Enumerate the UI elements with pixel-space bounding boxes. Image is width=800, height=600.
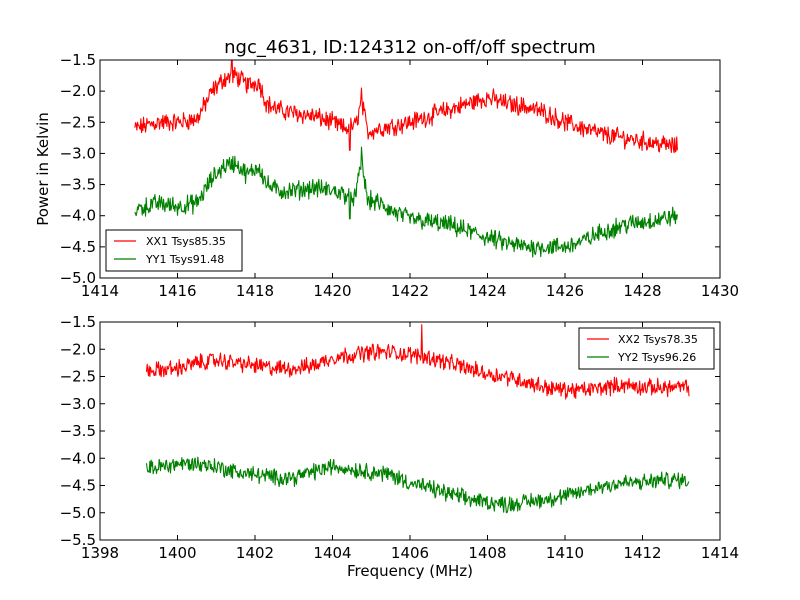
bottom-x-tick-label: 1404 bbox=[313, 544, 351, 562]
top-series-xx1-line bbox=[134, 60, 678, 154]
top-x-tick-labels: 1414 1416 1418 1420 1422 1424 1426 1428 1430 bbox=[81, 282, 739, 300]
bottom-plot-area bbox=[145, 324, 690, 514]
bottom-y-tick-label: −3.0 bbox=[60, 395, 96, 413]
top-y-tick-label: −2.5 bbox=[60, 113, 96, 131]
top-x-tick-label: 1430 bbox=[701, 282, 739, 300]
top-x-tick-label: 1426 bbox=[546, 282, 584, 300]
bottom-x-tick-label: 1414 bbox=[701, 544, 739, 562]
legend-label-xx1: XX1 Tsys85.35 bbox=[146, 235, 226, 248]
bottom-y-tick-label: −3.5 bbox=[60, 422, 96, 440]
top-x-tick-label: 1424 bbox=[468, 282, 506, 300]
bottom-legend: XX2 Tsys78.35 YY2 Tsys96.26 bbox=[578, 327, 715, 370]
top-y-tick-label: −3.5 bbox=[60, 176, 96, 194]
legend-label-yy2: YY2 Tsys96.26 bbox=[617, 351, 696, 364]
bottom-legend-box bbox=[578, 327, 715, 370]
bottom-axes-frame bbox=[99, 321, 721, 541]
top-x-tick-label: 1422 bbox=[391, 282, 429, 300]
top-y-tick-label: −3.0 bbox=[60, 144, 96, 162]
top-axes-frame bbox=[99, 59, 721, 279]
top-x-tick-label: 1418 bbox=[236, 282, 274, 300]
bottom-x-tick-label: 1400 bbox=[158, 544, 196, 562]
bottom-series-xx2-line bbox=[145, 324, 690, 400]
bottom-x-tick-label: 1402 bbox=[236, 544, 274, 562]
top-x-tick-label: 1414 bbox=[81, 282, 119, 300]
bottom-x-tick-label: 1398 bbox=[81, 544, 119, 562]
top-y-tick-label: −2.0 bbox=[60, 82, 96, 100]
top-y-tick-label: −1.5 bbox=[60, 51, 96, 69]
top-y-tick-label: −4.5 bbox=[60, 238, 96, 256]
top-y-tick-label: −4.0 bbox=[60, 207, 96, 225]
legend-label-yy1: YY1 Tsys91.48 bbox=[145, 253, 224, 266]
top-legend-box bbox=[105, 229, 243, 272]
bottom-x-tick-label: 1412 bbox=[623, 544, 661, 562]
bottom-x-tick-labels: 1398 1400 1402 1404 1406 1408 1410 1412 1414 bbox=[81, 544, 739, 562]
bottom-x-axis-label: Frequency (MHz) bbox=[347, 562, 473, 580]
bottom-y-tick-label: −5.0 bbox=[60, 504, 96, 522]
top-legend: XX1 Tsys85.35 YY1 Tsys91.48 bbox=[105, 229, 243, 272]
bottom-y-tick-label: −5.5 bbox=[60, 531, 96, 549]
top-spectrum-panel: ngc_4631, ID:124312 on-off/off spectrum … bbox=[34, 37, 739, 300]
top-y-axis-label: Power in Kelvin bbox=[34, 112, 52, 226]
top-series-yy1-line bbox=[134, 146, 678, 258]
top-y-tick-labels: −5.0 −4.5 −4.0 −3.5 −3.0 −2.5 −2.0 −1.5 bbox=[60, 51, 96, 287]
top-plot-area bbox=[134, 60, 678, 258]
top-x-tick-label: 1416 bbox=[158, 282, 196, 300]
legend-label-xx2: XX2 Tsys78.35 bbox=[618, 333, 698, 346]
bottom-y-tick-label: −4.0 bbox=[60, 449, 96, 467]
top-y-tick-label: −5.0 bbox=[60, 269, 96, 287]
bottom-y-tick-labels: −5.5 −5.0 −4.5 −4.0 −3.5 −3.0 −2.5 −2.0 −1.5 bbox=[60, 313, 96, 549]
top-x-tick-label: 1428 bbox=[623, 282, 661, 300]
top-chart-title: ngc_4631, ID:124312 on-off/off spectrum bbox=[224, 37, 596, 58]
bottom-x-tick-label: 1406 bbox=[391, 544, 429, 562]
bottom-x-tick-label: 1408 bbox=[468, 544, 506, 562]
bottom-spectrum-panel: Frequency (MHz) 1398 1400 1402 1404 1406 1408… bbox=[60, 313, 740, 580]
bottom-y-tick-label: −2.5 bbox=[60, 368, 96, 386]
bottom-series-yy2-line bbox=[145, 456, 690, 514]
bottom-x-tick-label: 1410 bbox=[546, 544, 584, 562]
bottom-y-tick-label: −4.5 bbox=[60, 477, 96, 495]
bottom-y-tick-label: −1.5 bbox=[60, 313, 96, 331]
bottom-y-tick-label: −2.0 bbox=[60, 340, 96, 358]
top-x-tick-label: 1420 bbox=[313, 282, 351, 300]
